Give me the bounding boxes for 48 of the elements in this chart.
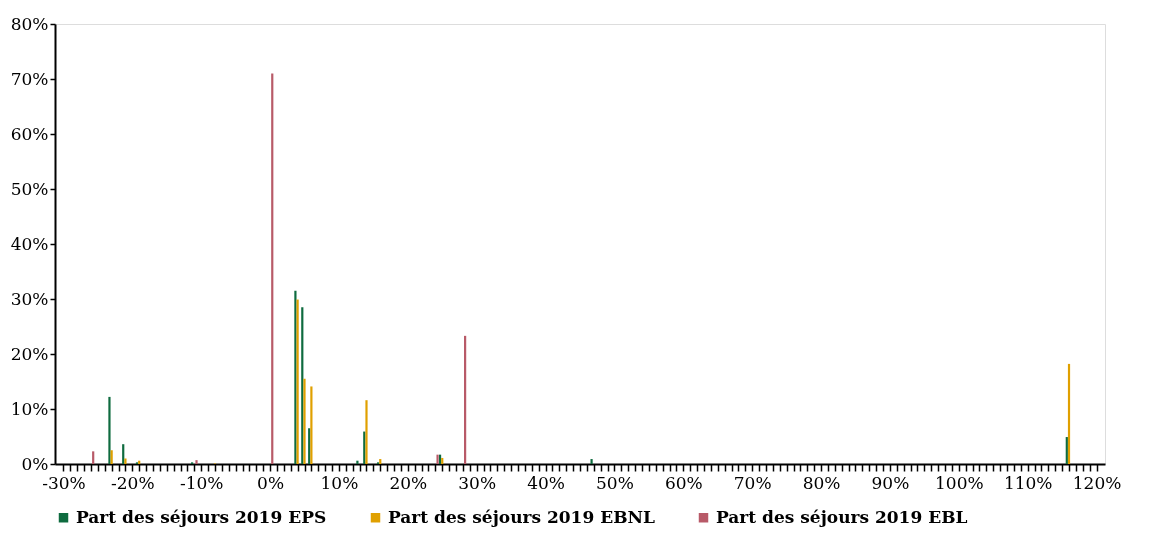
x-tick-label: 50% bbox=[596, 472, 634, 493]
y-tick-label: 80% bbox=[10, 13, 49, 34]
bar bbox=[122, 444, 125, 464]
y-tick-label: 50% bbox=[10, 178, 49, 199]
x-tick-label: -30% bbox=[42, 472, 86, 493]
y-tick-label: 70% bbox=[10, 68, 49, 89]
x-tick-label: -10% bbox=[179, 472, 224, 493]
legend-label: Part des séjours 2019 EBL bbox=[716, 506, 968, 527]
x-tick-label: 70% bbox=[733, 472, 772, 493]
x-tick-label: 90% bbox=[871, 472, 910, 493]
x-tick-label: 80% bbox=[802, 472, 841, 493]
bar bbox=[294, 290, 297, 464]
bar bbox=[108, 396, 111, 464]
x-tick-label: 10% bbox=[320, 472, 359, 493]
bar bbox=[1067, 363, 1071, 464]
x-tick-label: 120% bbox=[1072, 472, 1122, 493]
bar bbox=[195, 460, 198, 464]
x-tick-label: 20% bbox=[389, 472, 428, 493]
bar bbox=[363, 431, 366, 464]
x-tick-label: 0% bbox=[257, 472, 285, 493]
x-tick-label: 30% bbox=[458, 472, 497, 493]
x-tick-label: 40% bbox=[527, 472, 565, 493]
bar bbox=[310, 386, 313, 464]
bar bbox=[365, 400, 368, 464]
y-tick-label: 0% bbox=[21, 453, 49, 474]
y-tick-label: 40% bbox=[10, 233, 49, 254]
bar bbox=[356, 460, 359, 464]
bar bbox=[110, 450, 113, 464]
x-tick-label: -20% bbox=[111, 472, 155, 493]
y-tick-label: 30% bbox=[10, 288, 49, 309]
bar bbox=[296, 299, 299, 464]
bar bbox=[271, 73, 274, 464]
x-tick-label: 60% bbox=[664, 472, 703, 493]
x-tick-label: 110% bbox=[1003, 472, 1053, 493]
bar bbox=[464, 335, 467, 464]
bar bbox=[308, 428, 311, 464]
y-tick-label: 60% bbox=[10, 123, 49, 144]
x-tick-label: 100% bbox=[935, 472, 984, 493]
bar bbox=[303, 378, 306, 464]
bar bbox=[124, 458, 127, 464]
y-tick-label: 10% bbox=[10, 398, 49, 419]
bar bbox=[301, 307, 304, 464]
legend-label: Part des séjours 2019 EBNL bbox=[388, 506, 656, 527]
bar bbox=[1065, 437, 1068, 464]
y-tick-label: 20% bbox=[10, 343, 49, 364]
legend-label: Part des séjours 2019 EPS bbox=[76, 506, 327, 527]
bar bbox=[590, 459, 593, 464]
bar bbox=[92, 451, 95, 464]
